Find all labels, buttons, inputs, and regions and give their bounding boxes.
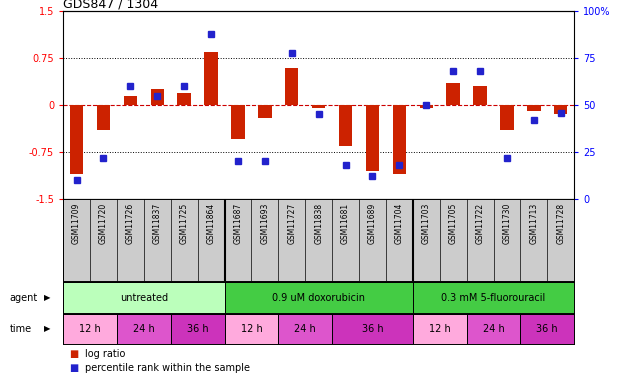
Text: GSM11726: GSM11726 [126, 203, 135, 244]
Bar [124, 96, 137, 105]
Text: ■: ■ [69, 363, 79, 373]
Text: GSM11722: GSM11722 [476, 203, 485, 244]
Text: untreated: untreated [120, 293, 168, 303]
Text: GSM11730: GSM11730 [502, 203, 512, 244]
Bar [97, 105, 110, 130]
Text: 0.9 uM doxorubicin: 0.9 uM doxorubicin [272, 293, 365, 303]
Text: GSM11704: GSM11704 [395, 203, 404, 244]
Text: 36 h: 36 h [536, 324, 558, 334]
Text: 24 h: 24 h [294, 324, 316, 334]
Text: ▶: ▶ [44, 293, 50, 302]
Bar [554, 105, 567, 114]
Text: GSM11689: GSM11689 [368, 203, 377, 244]
Bar [527, 105, 541, 111]
Bar [278, 314, 332, 344]
Text: GDS847 / 1304: GDS847 / 1304 [63, 0, 158, 10]
Text: GSM11837: GSM11837 [153, 203, 162, 244]
Text: GSM11705: GSM11705 [449, 203, 457, 244]
Text: 12 h: 12 h [429, 324, 451, 334]
Bar [413, 282, 574, 313]
Bar [420, 105, 433, 108]
Bar [447, 83, 460, 105]
Bar [366, 105, 379, 171]
Bar [258, 105, 271, 117]
Bar [63, 282, 225, 313]
Bar [413, 314, 466, 344]
Bar [285, 68, 298, 105]
Bar [339, 105, 352, 146]
Text: GSM11864: GSM11864 [206, 203, 216, 244]
Text: time: time [9, 324, 32, 334]
Text: agent: agent [9, 293, 38, 303]
Bar [177, 93, 191, 105]
Text: 24 h: 24 h [133, 324, 155, 334]
Text: GSM11693: GSM11693 [261, 203, 269, 244]
Text: GSM11681: GSM11681 [341, 203, 350, 244]
Text: 36 h: 36 h [362, 324, 383, 334]
Text: GSM11709: GSM11709 [72, 203, 81, 244]
Bar [392, 105, 406, 174]
Bar [117, 314, 171, 344]
Bar [225, 314, 278, 344]
Text: 0.3 mM 5-fluorouracil: 0.3 mM 5-fluorouracil [441, 293, 546, 303]
Bar [204, 52, 218, 105]
Text: GSM11725: GSM11725 [180, 203, 189, 244]
Text: 12 h: 12 h [79, 324, 101, 334]
Text: GSM11687: GSM11687 [233, 203, 242, 244]
Text: ▶: ▶ [44, 324, 50, 333]
Bar [332, 314, 413, 344]
Text: 24 h: 24 h [483, 324, 504, 334]
Bar [225, 282, 413, 313]
Bar [521, 314, 574, 344]
Text: 12 h: 12 h [240, 324, 262, 334]
Text: percentile rank within the sample: percentile rank within the sample [85, 363, 250, 373]
Bar [70, 105, 83, 174]
Text: GSM11838: GSM11838 [314, 203, 323, 244]
Text: ■: ■ [69, 350, 79, 359]
Text: GSM11720: GSM11720 [99, 203, 108, 244]
Text: log ratio: log ratio [85, 350, 126, 359]
Bar [312, 105, 326, 108]
Bar [473, 86, 487, 105]
Bar [151, 89, 164, 105]
Text: 36 h: 36 h [187, 324, 208, 334]
Text: GSM11713: GSM11713 [529, 203, 538, 244]
Text: GSM11727: GSM11727 [287, 203, 296, 244]
Bar [231, 105, 245, 140]
Bar [466, 314, 521, 344]
Bar [500, 105, 514, 130]
Text: GSM11703: GSM11703 [422, 203, 431, 244]
Bar [171, 314, 225, 344]
Bar [63, 314, 117, 344]
Text: GSM11728: GSM11728 [557, 203, 565, 244]
